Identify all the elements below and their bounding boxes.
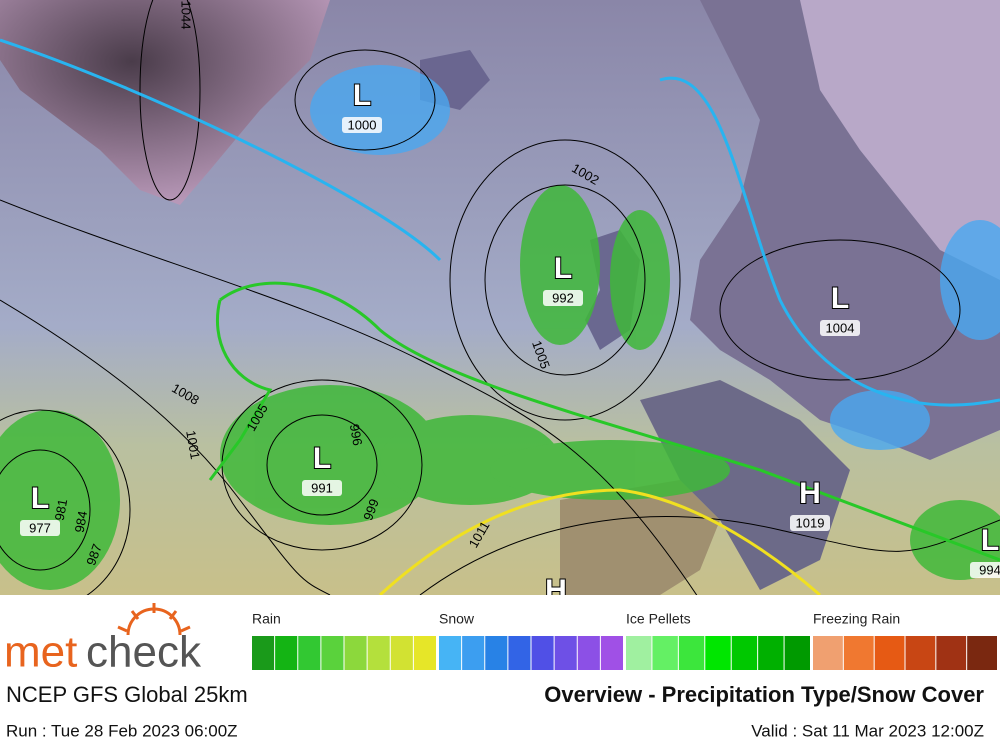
- warm-line: [378, 488, 821, 595]
- europe-south: [640, 380, 850, 590]
- legend-label: Rain: [252, 611, 281, 627]
- legend-swatch: [874, 636, 905, 670]
- pressure-symbol: H: [799, 477, 821, 510]
- legend-swatch: [577, 636, 600, 670]
- legend-swatch: [344, 636, 367, 670]
- valid-time: Valid : Sat 11 Mar 2023 12:00Z: [751, 721, 984, 740]
- legend-swatch: [485, 636, 508, 670]
- model-name: NCEP GFS Global 25km: [6, 682, 248, 707]
- logo-met: met: [4, 628, 77, 677]
- legend-label: Freezing Rain: [813, 611, 900, 627]
- pressure-label-bg: [543, 290, 583, 306]
- greenland: [0, 0, 330, 205]
- snow-line: [0, 38, 1000, 407]
- legend-swatch: [298, 636, 321, 670]
- isobar-label: 996: [347, 423, 366, 447]
- logo-check: check: [86, 628, 202, 677]
- logo-sun: [117, 603, 191, 636]
- legend-swatch: [626, 636, 652, 670]
- pressure-value: 994: [979, 562, 1000, 577]
- pressure-label-bg: [342, 117, 382, 133]
- legend-swatch: [390, 636, 413, 670]
- legend-swatch: [843, 636, 874, 670]
- iberia: [560, 480, 720, 595]
- isobar-label: 987: [83, 542, 105, 568]
- isobar-label: 999: [360, 497, 382, 523]
- run-time: Run : Tue 28 Feb 2023 06:00Z: [6, 721, 238, 740]
- pressure-value: 991: [311, 480, 333, 495]
- pressure-label-bg: [970, 562, 1000, 578]
- legend-swatch: [275, 636, 298, 670]
- legend-swatch: [936, 636, 967, 670]
- pressure-symbol: L: [353, 79, 371, 112]
- legend-swatch: [731, 636, 758, 670]
- legend-swatch: [705, 636, 731, 670]
- legend-swatch: [784, 636, 810, 670]
- legend: Rain Snow Ice Pellets Freezing Rain: [252, 611, 997, 670]
- pressure-symbol: L: [981, 524, 999, 557]
- legend-swatch: [678, 636, 705, 670]
- legend-swatch: [439, 636, 462, 670]
- legend-swatch: [508, 636, 531, 670]
- isobar-label: 1044: [179, 1, 194, 30]
- pressure-symbol: H: [545, 574, 567, 595]
- pressure-value: 1019: [796, 515, 825, 530]
- legend-swatch: [462, 636, 485, 670]
- legend-swatch: [652, 636, 678, 670]
- pressure-symbol: L: [31, 482, 49, 515]
- legend-swatch: [531, 636, 554, 670]
- legend-label: Snow: [439, 611, 475, 627]
- precipitation: [0, 185, 1000, 590]
- legend-swatch: [413, 636, 436, 670]
- chart-title: Overview - Precipitation Type/Snow Cover: [544, 682, 984, 707]
- legend-swatch: [813, 636, 843, 670]
- legend-swatch: [252, 636, 275, 670]
- legend-swatch: [367, 636, 390, 670]
- legend-swatch: [554, 636, 577, 670]
- isobar-label: 981: [52, 498, 71, 522]
- pressure-label-bg: [302, 480, 342, 496]
- legend-label: Ice Pellets: [626, 611, 691, 627]
- legend-swatch: [321, 636, 344, 670]
- freezing-line: [219, 281, 1000, 562]
- legend-swatch: [967, 636, 997, 670]
- pressure-value: 992: [552, 290, 574, 305]
- pressure-value: 1004: [826, 320, 855, 335]
- pressure-symbol: L: [313, 442, 331, 475]
- pressure-label-bg: [820, 320, 860, 336]
- scandinavia-snow: [800, 0, 1000, 280]
- pressure-label-bg: [790, 515, 830, 531]
- isobars: [0, 0, 1000, 595]
- legend-swatch: [758, 636, 784, 670]
- footer-bg: [0, 595, 1000, 749]
- isobar-label: 984: [72, 510, 91, 534]
- pressure-value: 1000: [348, 117, 377, 132]
- pressure-label-bg: [20, 520, 60, 536]
- pressure-value: 977: [29, 520, 51, 535]
- legend-swatch: [600, 636, 623, 670]
- footer: met check NCEP GFS Global 25km Overview …: [0, 595, 1000, 749]
- pressure-symbol: L: [554, 252, 572, 285]
- legend-swatch: [905, 636, 936, 670]
- pressure-symbol: L: [831, 282, 849, 315]
- isobar-label: 1001: [183, 429, 203, 460]
- freezing-line: [208, 299, 273, 481]
